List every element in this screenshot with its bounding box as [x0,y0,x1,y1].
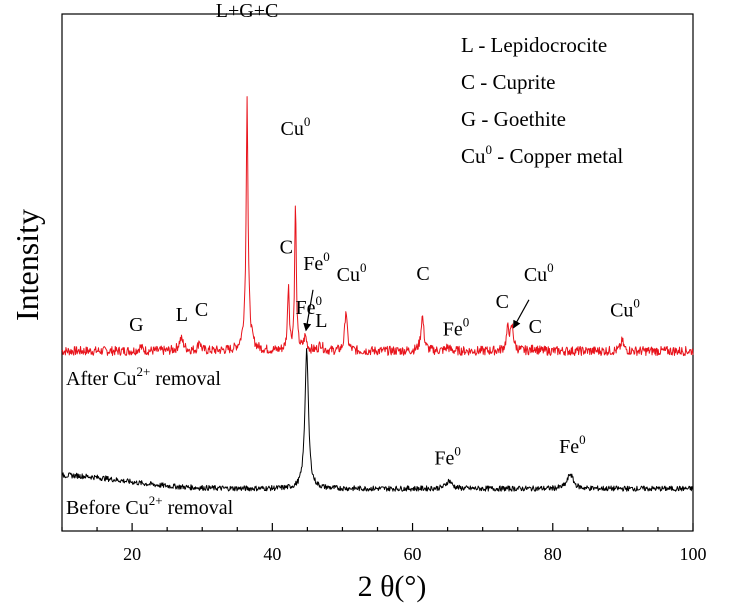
peak-label: Fe0 [559,432,586,458]
series-line-after-removal [61,96,694,357]
peak-label: Cu0 [337,260,367,286]
peak-label: L [176,304,188,326]
peak-label: Cu0 [281,114,311,140]
peak-label: C [195,299,208,321]
x-tick-label: 100 [680,544,707,564]
series-layer [61,96,694,492]
y-axis-title: Intensity [9,209,45,321]
peak-label: L+G+C [216,0,279,22]
annotation-arrow [512,299,530,329]
series-line-before-removal [61,348,694,492]
peak-label: C [280,236,293,258]
legend-entry: C - Cuprite [461,70,556,94]
x-tick-label: 80 [544,544,562,564]
peak-label: Fe0 [303,249,330,275]
plot-frame [61,13,694,532]
peak-label: C [529,316,542,338]
peak-label: Cu0 [524,260,554,286]
peak-label: L [315,310,327,332]
legend-entry: Cu0 - Copper metal [461,142,623,168]
x-tick-label: 60 [404,544,422,564]
x-tick-label: 20 [123,544,141,564]
series-labels: After Cu2+ removal Before Cu2+ removal [66,364,234,519]
legend-entry: G - Goethite [461,107,566,131]
series-label: After Cu2+ removal [66,364,221,390]
series-label: Before Cu2+ removal [66,493,234,519]
x-axis-ticks: 20 40 60 80 100 [61,523,707,564]
peak-label: C [416,263,429,285]
x-axis-title: 2 θ(°) [358,570,427,603]
legend: L - Lepidocrocite C - Cuprite G - Goethite… [461,33,623,168]
peak-label: Fe0 [434,444,461,470]
peak-label: Fe0 [443,315,470,341]
peak-label: Cu0 [610,295,640,321]
annotation-arrow [303,289,314,332]
x-tick-label: 40 [263,544,281,564]
peak-label: C [496,291,509,313]
peak-label: G [129,314,143,336]
legend-entry: L - Lepidocrocite [461,33,607,57]
